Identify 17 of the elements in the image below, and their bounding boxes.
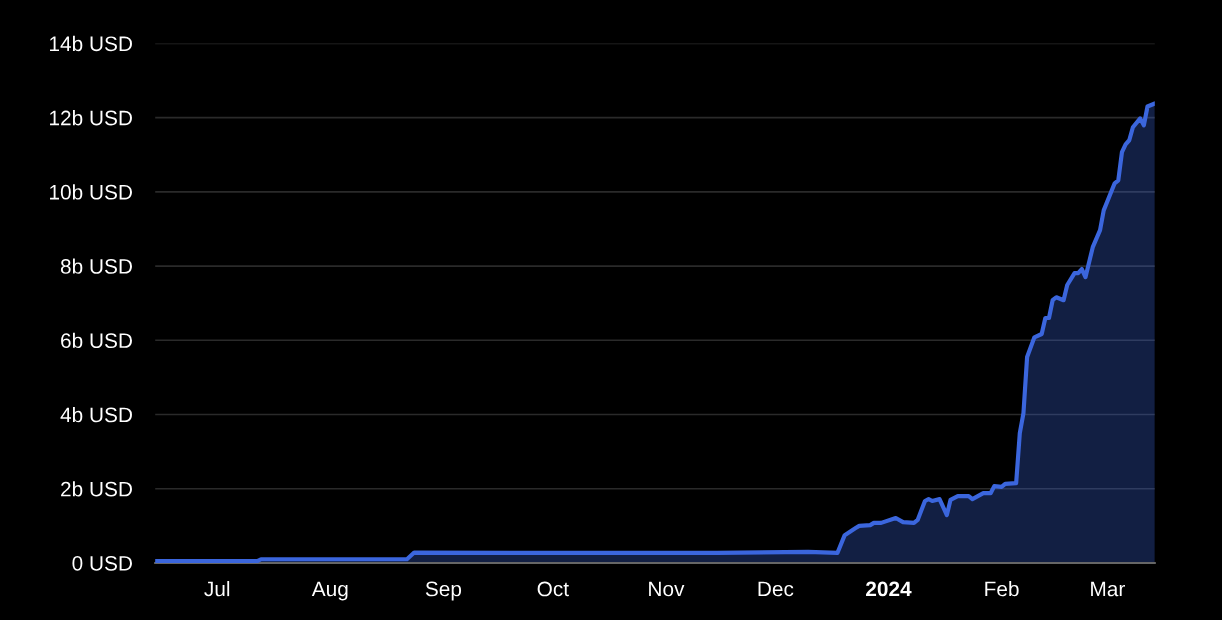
x-tick-label: Sep: [425, 581, 462, 601]
x-tick-label: Nov: [649, 581, 685, 597]
y-tick-label: 10b USD: [50, 184, 132, 200]
x-tick-label: Mar: [1091, 581, 1125, 597]
y-tick-label: 6b USD: [61, 332, 132, 349]
y-tick-label: 8b USD: [60, 258, 132, 274]
x-tick-label: Jul: [204, 581, 230, 597]
x-tick-label: 2024: [866, 581, 912, 597]
x-tick-label: Oct: [537, 581, 569, 597]
y-tick-label: 0 USD: [72, 555, 132, 571]
y-tick-label: 12b USD: [50, 110, 132, 126]
x-tick-label: Feb: [985, 581, 1019, 597]
y-tick-label: 4b USD: [60, 406, 132, 423]
x-tick-label: Dec: [758, 581, 794, 597]
y-tick-label: 2b USD: [61, 481, 132, 497]
x-tick-label: Aug: [311, 581, 348, 601]
y-tick-label: 14b USD: [50, 35, 132, 52]
